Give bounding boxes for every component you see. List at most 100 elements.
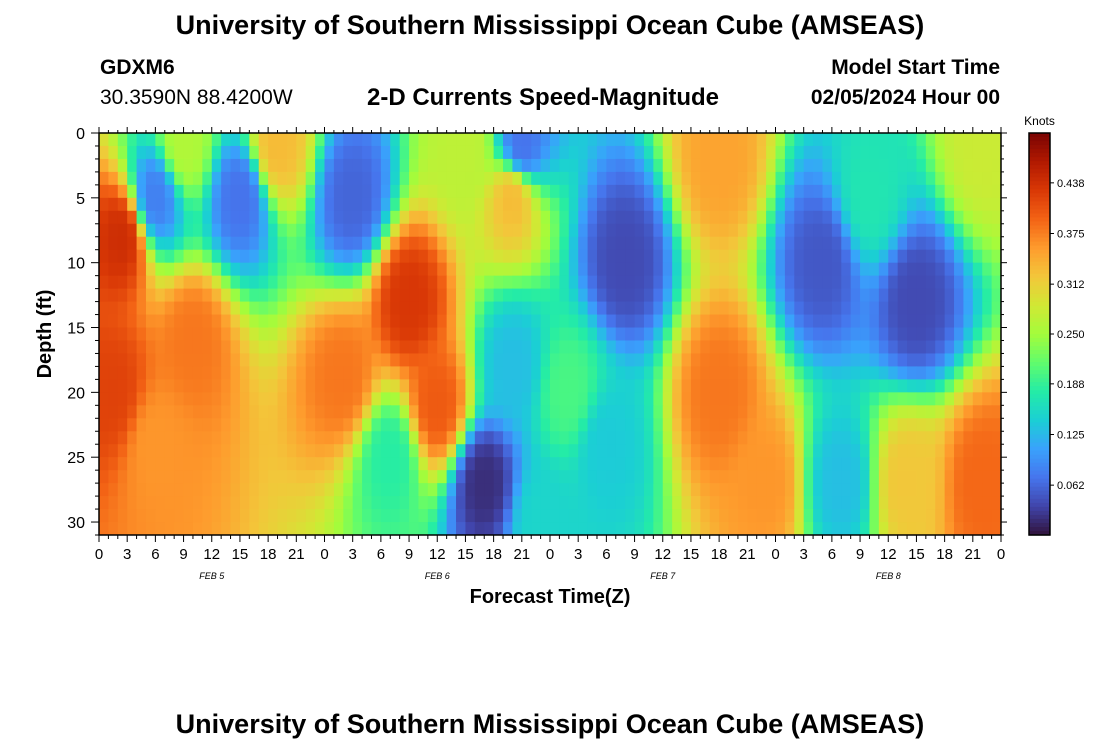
heatmap-cell: [841, 197, 852, 212]
heatmap-cell: [249, 392, 260, 406]
heatmap-cell: [127, 340, 138, 355]
heatmap-cell: [324, 522, 335, 535]
heatmap-cell: [615, 509, 626, 523]
x-tick-label: 12: [429, 546, 446, 563]
heatmap-cell: [446, 418, 457, 432]
heatmap-cell: [145, 522, 156, 535]
heatmap-cell: [643, 483, 654, 497]
heatmap-cell: [296, 470, 307, 484]
heatmap-cell: [803, 509, 814, 523]
heatmap-cell: [305, 275, 316, 290]
heatmap-cell: [662, 405, 673, 419]
heatmap-cell: [202, 327, 213, 342]
heatmap-cell: [465, 470, 476, 484]
heatmap-cell: [286, 444, 297, 458]
heatmap-cell: [991, 236, 1001, 251]
heatmap-cell: [794, 262, 805, 277]
heatmap-cell: [897, 288, 908, 303]
x-tick-label: 6: [377, 546, 385, 563]
heatmap-cell: [531, 470, 542, 484]
heatmap-cell: [315, 145, 326, 160]
heatmap-cell: [803, 418, 814, 432]
heatmap-cell: [813, 483, 824, 497]
heatmap-cell: [737, 418, 748, 432]
heatmap-cell: [878, 223, 889, 238]
heatmap-cell: [991, 340, 1001, 355]
heatmap-cell: [982, 133, 993, 147]
heatmap-cell: [164, 457, 175, 471]
heatmap-cell: [578, 301, 589, 316]
heatmap-cell: [662, 418, 673, 432]
heatmap-cell: [427, 444, 438, 458]
heatmap-cell: [559, 301, 570, 316]
heatmap-cell: [662, 210, 673, 225]
heatmap-cell: [258, 405, 269, 419]
heatmap-cell: [474, 392, 485, 406]
heatmap-cell: [690, 496, 701, 510]
heatmap-cell: [305, 184, 316, 199]
heatmap-cell: [596, 197, 607, 212]
heatmap-cell: [756, 522, 767, 535]
heatmap-cell: [550, 301, 560, 316]
heatmap-cell: [362, 522, 373, 535]
heatmap-cell: [305, 158, 316, 173]
heatmap-cell: [728, 171, 739, 186]
heatmap-cell: [794, 133, 805, 147]
colorbar-segment: [1029, 374, 1050, 379]
heatmap-cell: [869, 184, 880, 199]
heatmap-cell: [907, 496, 918, 510]
heatmap-cell: [183, 210, 194, 225]
heatmap-cell: [230, 366, 241, 380]
heatmap-cell: [145, 171, 156, 186]
heatmap-cell: [343, 249, 354, 264]
heatmap-cell: [634, 353, 645, 368]
heatmap-cell: [493, 197, 504, 212]
heatmap-cell: [916, 210, 927, 225]
heatmap-cell: [719, 379, 730, 393]
heatmap-cell: [869, 379, 880, 393]
heatmap-cell: [484, 184, 495, 199]
heatmap-cell: [841, 483, 852, 497]
colorbar-segment: [1029, 342, 1050, 347]
heatmap-cell: [944, 262, 955, 277]
heatmap-cell: [418, 197, 429, 212]
heatmap-cell: [991, 171, 1001, 186]
heatmap-cell: [719, 301, 730, 316]
heatmap-cell: [991, 184, 1001, 199]
heatmap-cell: [503, 431, 514, 445]
heatmap-cell: [963, 509, 974, 523]
heatmap-cell: [831, 262, 842, 277]
heatmap-cell: [474, 171, 485, 186]
heatmap-cell: [596, 392, 607, 406]
heatmap-cell: [324, 262, 335, 277]
heatmap-cell: [963, 288, 974, 303]
heatmap-cell: [418, 392, 429, 406]
heatmap-cell: [643, 236, 654, 251]
heatmap-cell: [831, 392, 842, 406]
heatmap-cell: [493, 379, 504, 393]
heatmap-cell: [127, 184, 138, 199]
heatmap-cell: [268, 314, 279, 329]
heatmap-cell: [784, 405, 795, 419]
heatmap-cell: [108, 210, 119, 225]
heatmap-cell: [625, 457, 636, 471]
heatmap-cell: [305, 405, 316, 419]
heatmap-cell: [540, 509, 551, 523]
colorbar-segment: [1029, 201, 1050, 206]
heatmap-cell: [164, 509, 175, 523]
heatmap-cell: [568, 418, 579, 432]
heatmap-cell: [728, 496, 739, 510]
colorbar-segment: [1029, 281, 1050, 287]
heatmap-cell: [982, 470, 993, 484]
heatmap-cell: [145, 275, 156, 290]
heatmap-cell: [409, 171, 420, 186]
heatmap-cell: [399, 444, 410, 458]
heatmap-cell: [634, 327, 645, 342]
heatmap-cell: [860, 145, 871, 160]
heatmap-cell: [324, 327, 335, 342]
heatmap-cell: [700, 197, 711, 212]
heatmap-cell: [305, 223, 316, 238]
heatmap-cell: [390, 236, 401, 251]
heatmap-cell: [643, 133, 654, 147]
heatmap-cell: [155, 327, 166, 342]
